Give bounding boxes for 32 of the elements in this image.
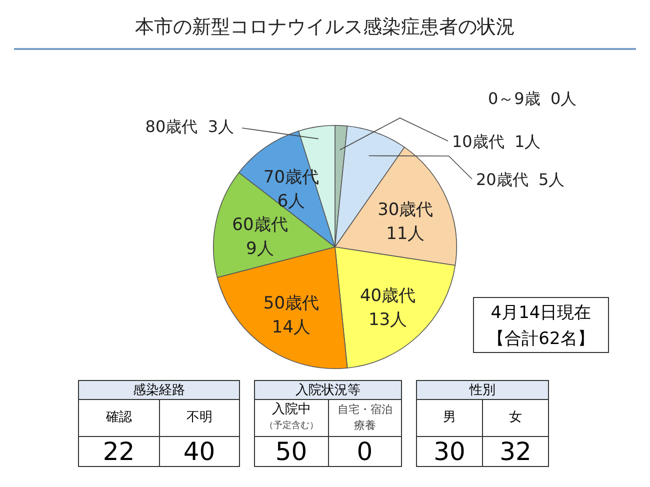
text: 0 <box>328 436 402 466</box>
text: 入院中 <box>272 402 311 417</box>
slice-label: 30歳代 <box>378 200 434 220</box>
text: 男 <box>443 410 456 425</box>
chart-title: 本市の新型コロナウイルス感染症患者の状況 <box>134 15 516 40</box>
text: 22 <box>78 436 159 466</box>
text: 30 <box>416 436 482 466</box>
slice-label: 60歳代 <box>232 215 288 235</box>
slice-label: 10歳代 1人 <box>452 132 541 152</box>
category-label: 0～9歳 0人 <box>488 89 577 108</box>
text: 自宅・宿泊療養 <box>336 402 394 434</box>
text: 入院状況等 <box>254 380 402 400</box>
slice-label: 40歳代 <box>360 286 416 306</box>
data-label: 14人 <box>272 317 311 338</box>
slice-label: 20歳代 5人 <box>476 170 565 190</box>
text: （予定含む） <box>263 420 320 433</box>
text: 性別 <box>416 380 548 400</box>
text: 50 <box>254 436 328 466</box>
text: 32 <box>482 436 548 466</box>
text: 不明 <box>186 410 212 425</box>
data-label: 6人 <box>277 192 306 212</box>
text: 4月14日現在 <box>490 302 592 325</box>
text: 感染経路 <box>78 380 240 400</box>
slice-label: 80歳代 3人 <box>145 117 234 136</box>
text: 【合計62名】 <box>486 328 596 351</box>
data-label: 13人 <box>368 310 408 330</box>
text: 確認 <box>106 410 132 425</box>
text: 40 <box>159 436 240 466</box>
slice-label: 50歳代 <box>263 293 320 314</box>
text: 女 <box>509 410 522 425</box>
data-label: 9人 <box>246 239 274 259</box>
data-label: 11人 <box>386 224 425 244</box>
